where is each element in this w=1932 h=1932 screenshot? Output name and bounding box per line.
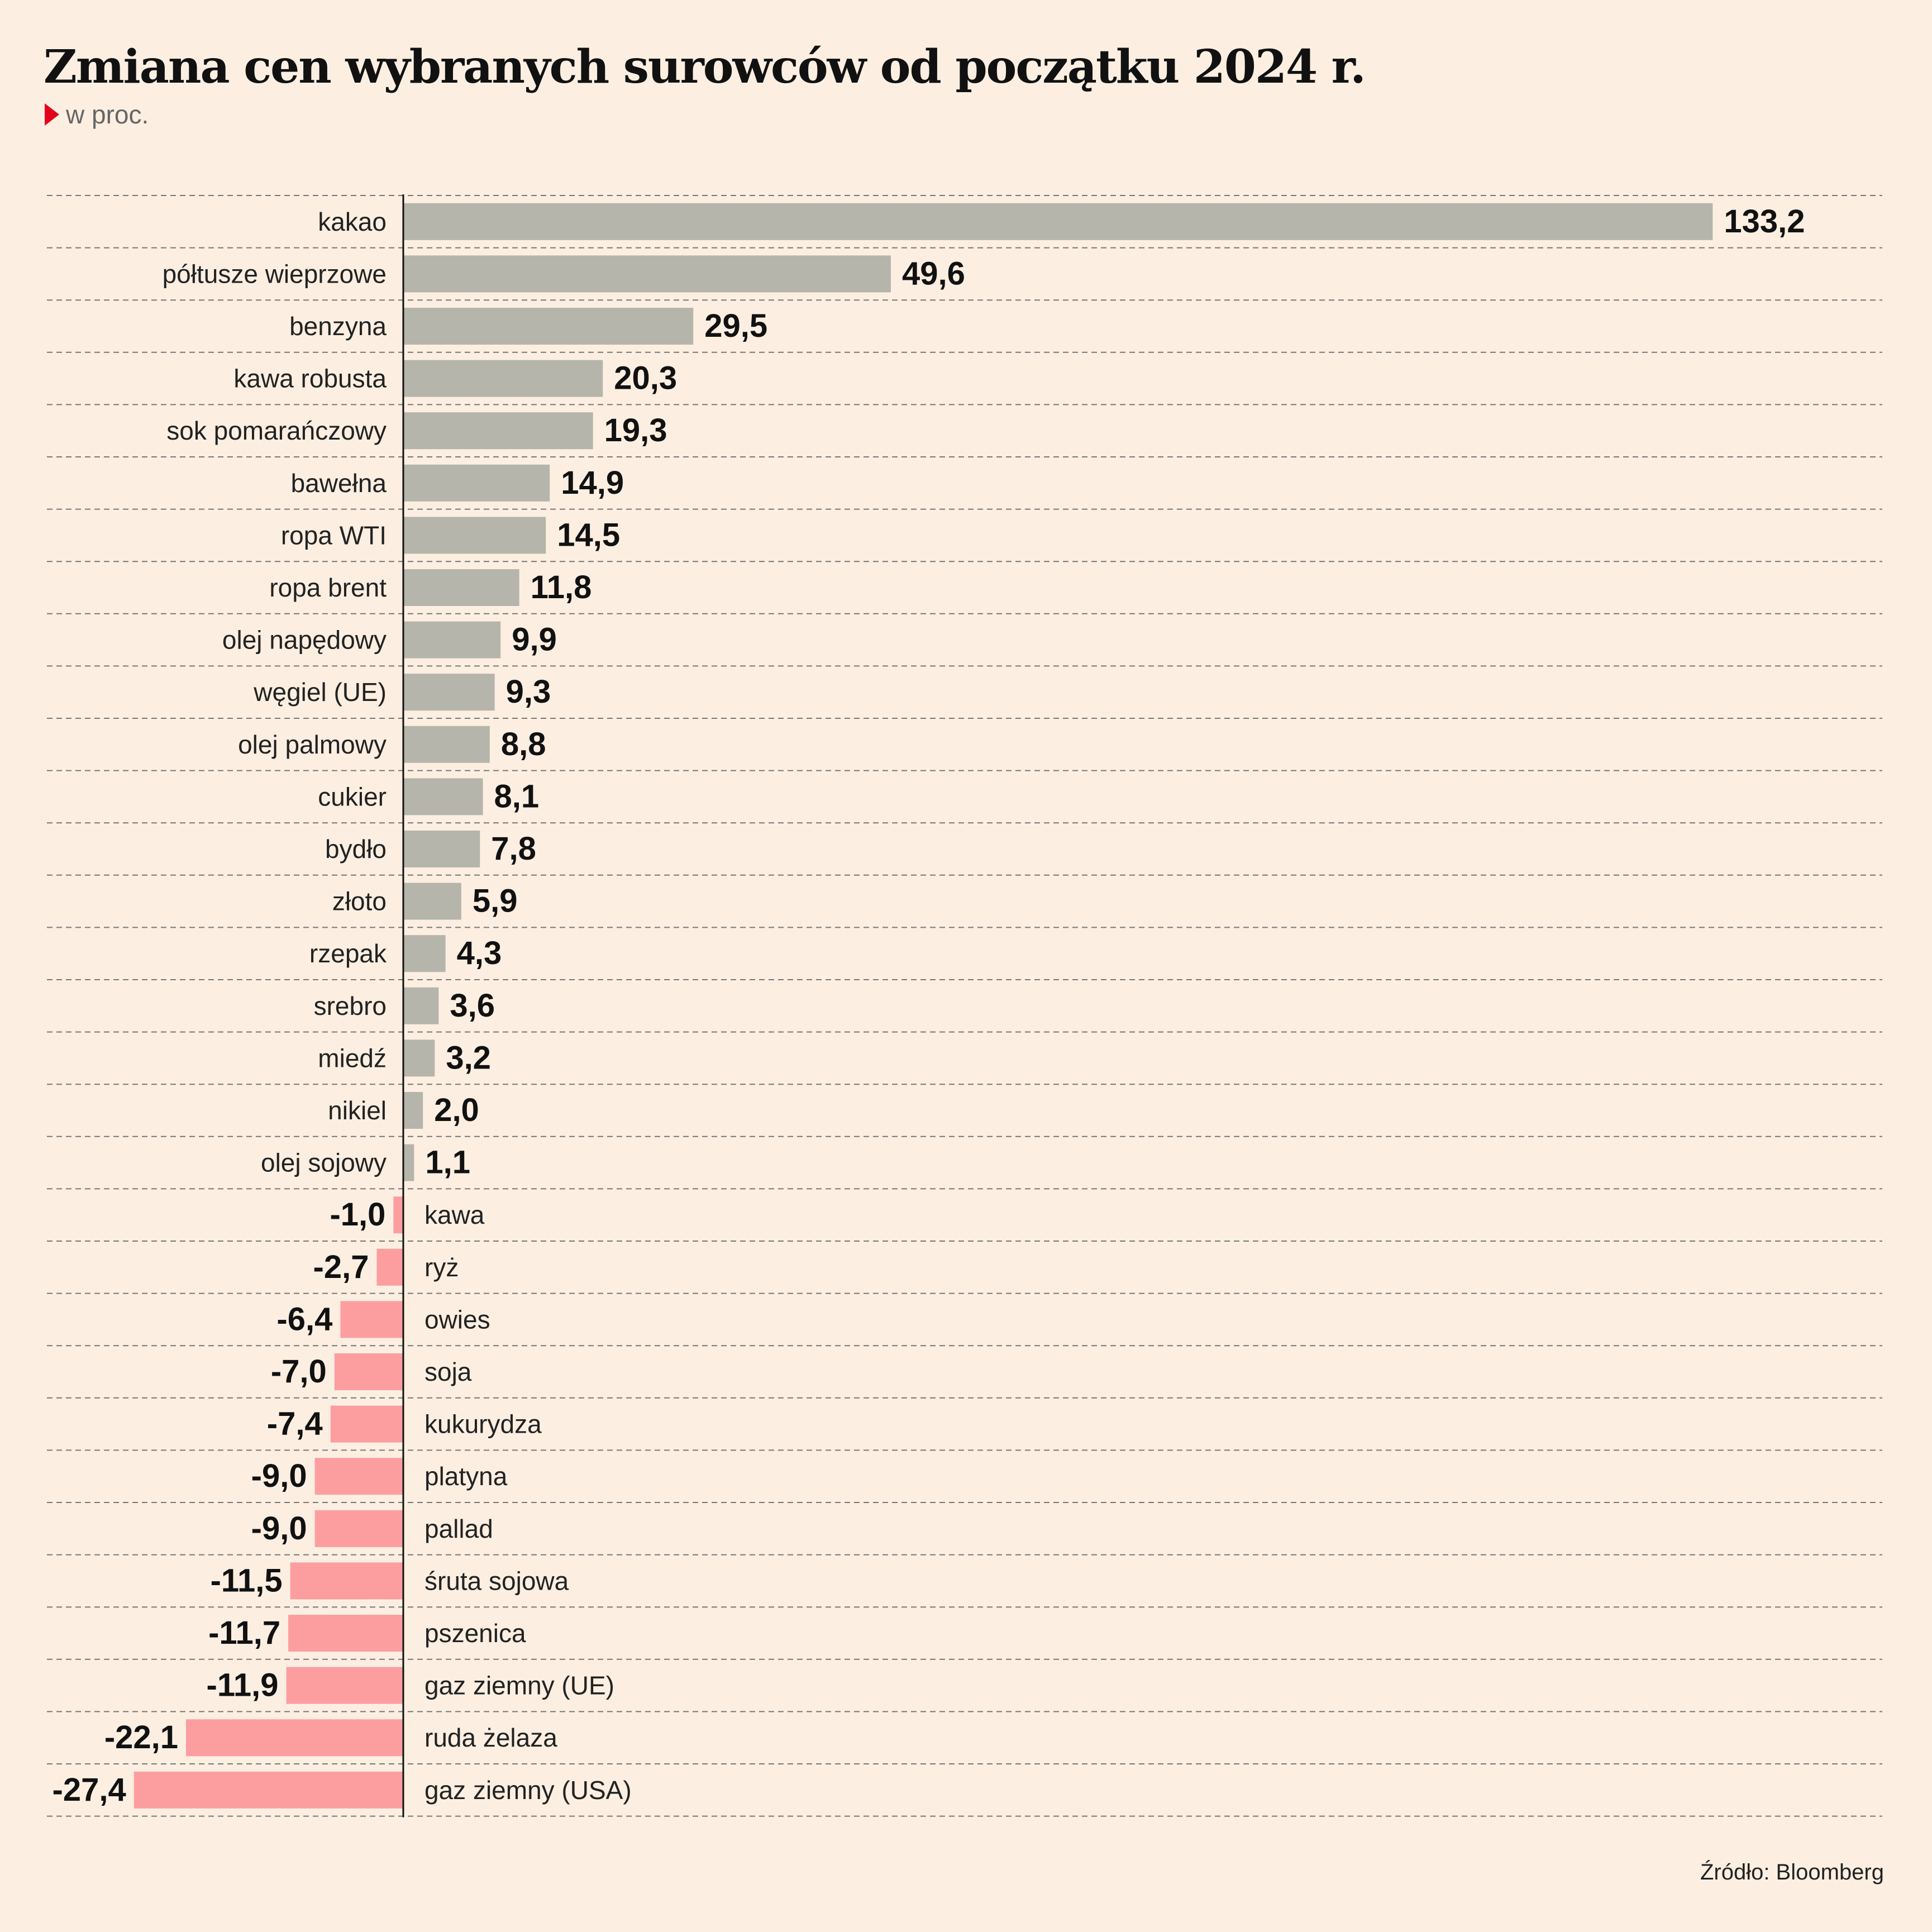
data-label: -9,0 <box>251 1510 307 1547</box>
data-label: 29,5 <box>704 308 767 344</box>
category-label: bydło <box>325 834 387 864</box>
category-label: kawa robusta <box>233 364 387 393</box>
bar <box>286 1667 403 1704</box>
bar <box>290 1562 403 1600</box>
category-label: złoto <box>332 887 387 916</box>
bar <box>376 1248 403 1286</box>
category-label: olej palmowy <box>238 730 387 759</box>
data-label: 133,2 <box>1724 203 1805 240</box>
bar <box>334 1353 403 1390</box>
bar <box>393 1196 403 1234</box>
bar <box>403 1039 435 1077</box>
data-label: -1,0 <box>330 1196 385 1233</box>
bar <box>403 987 439 1024</box>
bar <box>403 621 501 659</box>
bar <box>403 726 490 763</box>
source-note: Źródło: Bloomberg <box>1700 1860 1884 1885</box>
bar <box>314 1458 403 1495</box>
data-label: -6,4 <box>276 1301 332 1337</box>
category-label: ryż <box>424 1253 459 1282</box>
data-label: -27,4 <box>53 1772 126 1808</box>
bar <box>403 831 480 867</box>
category-label: gaz ziemny (USA) <box>424 1776 632 1805</box>
data-label: 7,8 <box>491 831 536 867</box>
category-label: soja <box>424 1357 472 1386</box>
data-label: 20,3 <box>614 360 677 397</box>
bar <box>403 882 461 920</box>
data-label: -22,1 <box>104 1719 178 1756</box>
data-label: 3,2 <box>446 1039 491 1076</box>
category-label: miedź <box>318 1043 387 1072</box>
category-label: owies <box>424 1305 490 1334</box>
data-label: 8,1 <box>494 778 540 814</box>
category-label: cukier <box>318 782 387 811</box>
category-label: olej napędowy <box>222 626 387 655</box>
bar <box>403 674 495 711</box>
bar <box>330 1405 403 1443</box>
category-label: rzepak <box>309 939 387 968</box>
bar <box>403 517 546 554</box>
category-label: ruda żelaza <box>424 1723 557 1752</box>
category-label: ropa brent <box>269 573 387 602</box>
data-label: 19,3 <box>604 412 667 449</box>
category-label: gaz ziemny (UE) <box>424 1671 614 1700</box>
bar <box>403 360 603 397</box>
data-label: 14,5 <box>557 517 620 553</box>
bar <box>340 1301 403 1338</box>
category-label: pszenica <box>424 1619 526 1648</box>
chart-subtitle: w proc. <box>45 99 149 130</box>
unit-label: w proc. <box>66 100 149 129</box>
data-label: -2,7 <box>313 1249 369 1285</box>
category-label: benzyna <box>289 312 387 341</box>
data-label: 49,6 <box>902 255 965 292</box>
bar <box>403 935 446 972</box>
category-label: olej sojowy <box>261 1148 387 1177</box>
bar <box>403 1144 414 1181</box>
data-label: -9,0 <box>251 1458 307 1494</box>
chart-title: Zmiana cen wybranych surowców od początk… <box>44 40 1366 94</box>
bar <box>403 255 891 293</box>
data-label: 2,0 <box>434 1092 479 1128</box>
bar <box>403 464 550 502</box>
category-label: ropa WTI <box>281 521 387 550</box>
bar <box>186 1719 403 1757</box>
category-label: śruta sojowa <box>424 1566 569 1595</box>
data-label: -11,9 <box>207 1667 279 1704</box>
data-label: -7,0 <box>271 1353 327 1390</box>
bar-chart: kakao 133,2 półtusze wieprzowe 49,6 benzyna 2… <box>47 194 1882 1817</box>
category-label: kukurydza <box>424 1410 542 1439</box>
bar <box>403 1092 423 1129</box>
data-label: 9,3 <box>506 674 551 710</box>
category-label: platyna <box>424 1462 508 1491</box>
data-label: 5,9 <box>473 883 518 919</box>
category-label: nikiel <box>328 1096 387 1125</box>
bar <box>288 1615 403 1652</box>
bar <box>403 308 694 345</box>
bar <box>403 778 483 815</box>
data-label: 3,6 <box>450 988 495 1024</box>
red-triangle-icon <box>45 103 59 126</box>
category-label: bawełna <box>291 469 387 498</box>
bar <box>133 1771 403 1809</box>
category-label: kawa <box>424 1200 485 1229</box>
bar <box>403 569 519 606</box>
data-label: 4,3 <box>457 935 502 971</box>
data-label: 1,1 <box>425 1144 470 1181</box>
data-label: 14,9 <box>561 465 624 501</box>
category-label: kakao <box>318 207 387 236</box>
category-label: srebro <box>314 991 387 1020</box>
category-label: sok pomarańczowy <box>166 416 387 445</box>
data-label: -11,5 <box>211 1562 283 1599</box>
data-label: -11,7 <box>208 1615 280 1651</box>
bar <box>403 203 1713 240</box>
data-label: 11,8 <box>531 569 592 605</box>
data-label: 9,9 <box>512 622 557 658</box>
data-label: 8,8 <box>501 726 546 762</box>
bar <box>403 412 593 450</box>
bar <box>314 1510 403 1547</box>
category-label: półtusze wieprzowe <box>163 259 387 288</box>
data-label: -7,4 <box>267 1406 323 1442</box>
category-label: węgiel (UE) <box>253 678 387 707</box>
category-label: pallad <box>424 1514 493 1543</box>
